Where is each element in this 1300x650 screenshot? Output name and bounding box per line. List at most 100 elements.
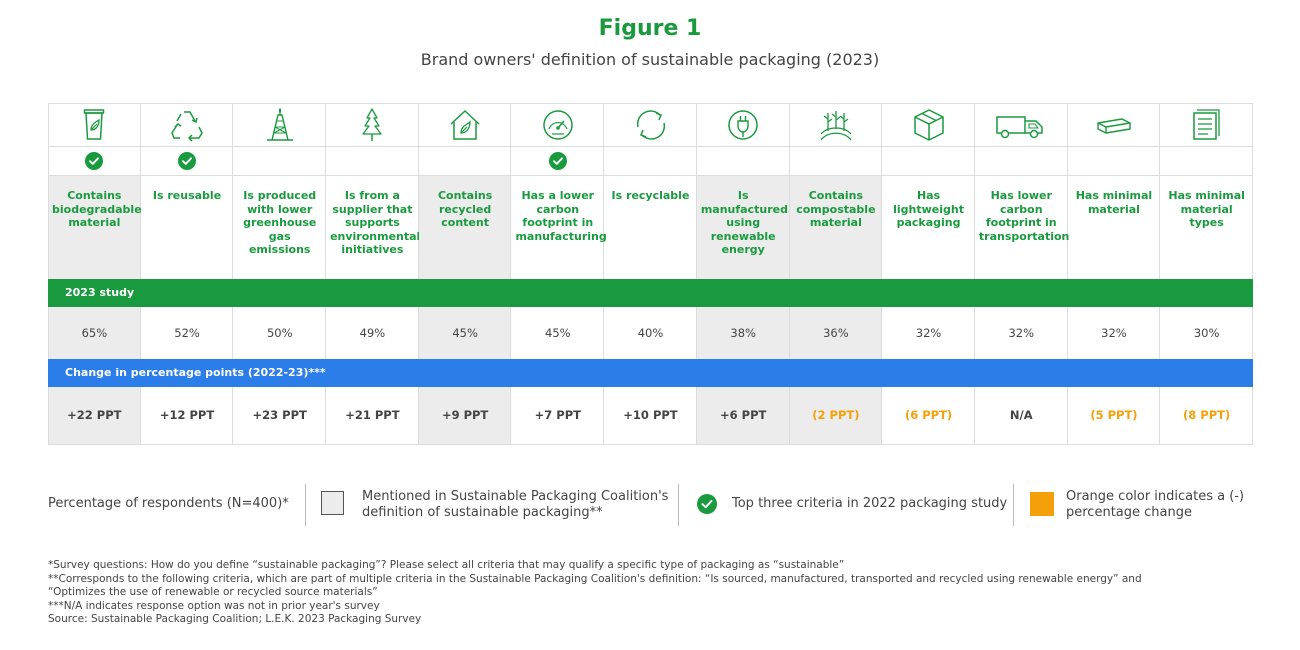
legend-grey-swatch	[321, 491, 344, 515]
legend-divider	[305, 484, 306, 526]
truck-icon	[996, 116, 1044, 139]
spc-shade	[696, 175, 789, 279]
spc-shade	[48, 387, 140, 445]
spc-shade	[789, 175, 882, 279]
change-ppt-value: (8 PPT)	[1183, 408, 1231, 422]
criterion-label: Is reusable	[152, 189, 222, 202]
criteria-table: Contains biodegradable material 65% +22 PP…	[48, 103, 1253, 445]
table-rule	[48, 146, 1253, 147]
criterion-label: Has a lower carbon footprint in manufact…	[515, 189, 607, 243]
criterion-column	[141, 103, 234, 445]
pct-2023-value: 45%	[545, 326, 571, 340]
change-ppt-value: (2 PPT)	[812, 408, 860, 422]
documents-icon	[1192, 109, 1220, 140]
table-border	[1252, 103, 1253, 445]
figure-subtitle: Brand owners' definition of sustainable …	[420, 50, 880, 69]
pct-2023-value: 40%	[637, 326, 664, 340]
spc-shade	[418, 175, 511, 279]
footnote-na: ***N/A indicates response option was not…	[48, 599, 380, 612]
pct-2023-value: 65%	[81, 326, 108, 340]
change-ppt-value: +22 PPT	[67, 408, 122, 422]
pct-2023-value: 52%	[174, 326, 200, 340]
pct-2023-value: 32%	[1008, 326, 1035, 340]
house-leaf-icon	[450, 109, 480, 140]
spc-shade	[696, 387, 789, 445]
footnote-source: Source: Sustainable Packaging Coalition;…	[48, 613, 422, 625]
pct-2023-value: 36%	[823, 326, 849, 340]
pct-2023-value: 32%	[915, 326, 942, 340]
footnotes: *Survey questions: How do you define “su…	[48, 559, 1142, 627]
check-circle-icon	[548, 151, 567, 170]
criterion-label: Has minimal material types	[1168, 189, 1245, 229]
spc-shade	[48, 175, 140, 279]
legend-orange: Orange color indicates a (-) percentage …	[1066, 489, 1244, 521]
gauge-icon	[543, 110, 573, 140]
criterion-label: Is from a supplier that supports environ…	[330, 189, 421, 256]
table-border	[48, 103, 49, 445]
field-plants-icon	[820, 111, 852, 141]
figure-title: Figure 1	[598, 16, 702, 41]
legend-respondents: Percentage of respondents (N=400)*	[48, 496, 289, 511]
legend-divider	[678, 484, 679, 526]
change-ppt-value: +6 PPT	[720, 408, 767, 422]
criterion-column	[1160, 103, 1253, 445]
criterion-column	[419, 103, 512, 445]
criterion-column	[975, 103, 1068, 445]
flat-pack-icon	[1097, 118, 1131, 134]
table-rule	[48, 444, 1253, 445]
criterion-label: Has minimal material	[1075, 189, 1153, 216]
legend-mentioned-line1: Mentioned in Sustainable Packaging Coali…	[362, 489, 669, 504]
footnote-spc: **Corresponds to the following criteria,…	[48, 572, 1142, 585]
change-band: Change in percentage points (2022-23)***	[48, 359, 1253, 387]
pct-2023-value: 50%	[266, 326, 293, 340]
change-ppt-value: +12 PPT	[159, 408, 215, 422]
plug-icon	[728, 110, 758, 140]
criterion-label: Contains recycled content	[437, 189, 493, 229]
change-ppt-value: +23 PPT	[252, 408, 307, 422]
criterion-label: Contains biodegradable material	[52, 189, 142, 229]
tree-icon	[362, 108, 383, 141]
criterion-label: Is produced with lower greenhouse gas em…	[243, 189, 317, 256]
criterion-label: Is manufactured using renewable energy	[700, 189, 788, 256]
cup-leaf-icon	[84, 109, 105, 140]
legend-top3: Top three criteria in 2022 packaging stu…	[732, 496, 1008, 511]
legend-orange-swatch	[1030, 492, 1054, 516]
table-rule	[48, 103, 1253, 104]
spc-shade	[418, 307, 511, 359]
footnote-survey: *Survey questions: How do you define “su…	[48, 559, 845, 571]
box-icon	[913, 109, 944, 141]
legend-orange-line1: Orange color indicates a (-)	[1066, 489, 1245, 504]
criterion-column	[233, 103, 327, 445]
criterion-label: Has lightweight packaging	[893, 189, 964, 229]
criterion-column	[48, 103, 141, 445]
check-circle-icon	[85, 151, 104, 170]
pct-2023-value: 38%	[730, 326, 756, 340]
change-ppt-value: +9 PPT	[441, 408, 489, 422]
study-band: 2023 study	[48, 279, 1253, 307]
check-circle-icon	[697, 494, 717, 514]
criterion-label: Has lower carbon footprint in transporta…	[978, 189, 1070, 243]
legend-mentioned: Mentioned in Sustainable Packaging Coali…	[362, 489, 668, 521]
footnote-spc-cont: “Optimizes the use of renewable or recyc…	[48, 586, 378, 598]
legend-divider	[1013, 484, 1014, 526]
criterion-column	[790, 103, 883, 445]
change-ppt-value: N/A	[1009, 408, 1033, 422]
criterion-column	[697, 103, 790, 445]
spc-shade	[696, 307, 789, 359]
criterion-column	[326, 103, 419, 445]
change-ppt-value: +7 PPT	[534, 408, 581, 422]
criterion-column	[604, 103, 697, 445]
criterion-column	[882, 103, 975, 445]
pct-2023-value: 49%	[359, 326, 386, 340]
criterion-column	[1068, 103, 1161, 445]
pct-2023-value: 45%	[452, 326, 478, 340]
legend-orange-line2: percentage change	[1066, 505, 1192, 520]
check-circle-icon	[178, 151, 197, 170]
spc-shade	[418, 387, 511, 445]
recycle-arrows-icon	[171, 111, 203, 142]
change-ppt-value: +21 PPT	[345, 408, 400, 422]
change-ppt-value: (6 PPT)	[904, 408, 953, 422]
pct-2023-value: 32%	[1101, 326, 1127, 340]
spc-shade	[789, 387, 882, 445]
table-rule	[48, 175, 1253, 176]
